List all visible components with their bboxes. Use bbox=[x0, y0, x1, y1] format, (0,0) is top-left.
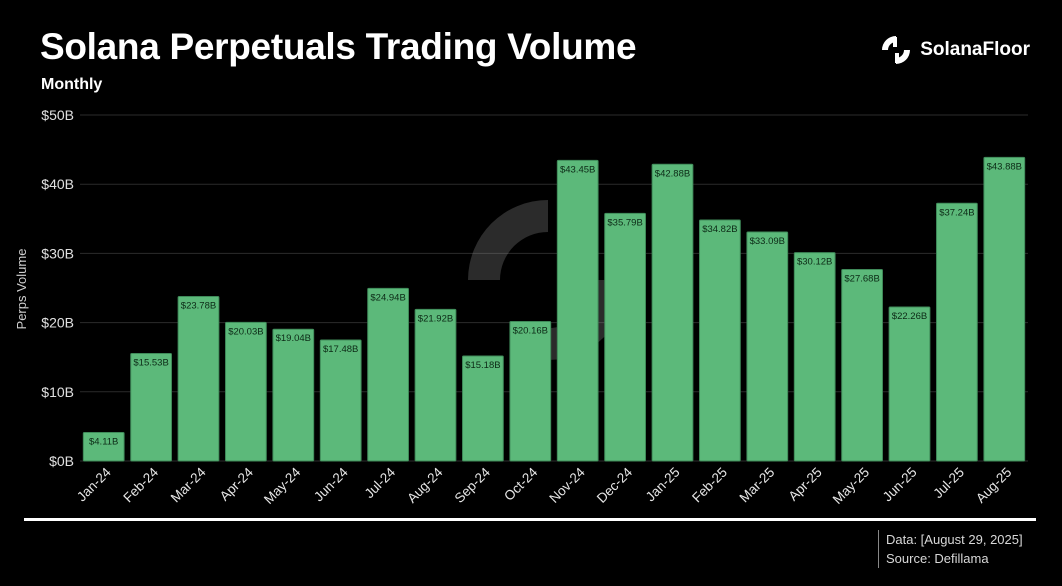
x-tick-label: Jun-25 bbox=[880, 465, 920, 505]
x-tick-label: Jun-24 bbox=[311, 464, 351, 504]
bar bbox=[699, 219, 741, 462]
y-tick-label: $30B bbox=[41, 245, 74, 261]
y-tick-label: $40B bbox=[41, 176, 74, 192]
bar bbox=[888, 306, 931, 462]
x-tick-label: Mar-25 bbox=[737, 465, 778, 506]
bar bbox=[793, 252, 836, 462]
x-tick-label: Jul-25 bbox=[930, 465, 967, 502]
data-source: Source: Defillama bbox=[886, 551, 989, 566]
bar bbox=[604, 212, 646, 462]
bar bbox=[651, 163, 694, 462]
data-label: $19.04B bbox=[276, 333, 311, 344]
data-label: $24.94B bbox=[370, 292, 405, 303]
x-tick-label: Aug-25 bbox=[973, 465, 1014, 506]
bar bbox=[414, 308, 457, 462]
bar bbox=[936, 202, 978, 462]
bar bbox=[983, 156, 1026, 462]
data-label: $37.24B bbox=[939, 207, 974, 218]
grid-lines bbox=[80, 114, 1028, 462]
x-tick-label: Dec-24 bbox=[594, 464, 636, 506]
data-label: $20.03B bbox=[228, 326, 263, 337]
brand: SolanaFloor bbox=[880, 34, 1030, 66]
bar bbox=[82, 432, 125, 462]
bar bbox=[130, 353, 172, 462]
data-label: $17.48B bbox=[323, 344, 358, 355]
x-tick-label: Apr-24 bbox=[217, 464, 257, 504]
y-tick-label: $10B bbox=[41, 384, 74, 400]
data-label: $34.82B bbox=[702, 224, 737, 235]
data-label: $27.68B bbox=[844, 273, 879, 284]
x-tick-label: Feb-24 bbox=[120, 464, 161, 505]
x-tick-label: May-25 bbox=[830, 465, 872, 507]
bar bbox=[509, 320, 552, 462]
x-tick-label: Nov-24 bbox=[546, 464, 588, 506]
bar bbox=[556, 159, 599, 462]
bar bbox=[841, 268, 883, 462]
y-tick-label: $20B bbox=[41, 315, 74, 331]
data-label: $15.18B bbox=[465, 360, 500, 371]
bars bbox=[82, 156, 1026, 462]
bar-chart: $0B $10B $20B $30B $40B $50B $4.11B $15.53B $23… bbox=[14, 107, 1028, 507]
footer-divider bbox=[24, 518, 1036, 521]
bar bbox=[746, 231, 789, 462]
y-tick-label: $0B bbox=[49, 453, 74, 469]
data-label: $22.26B bbox=[892, 311, 927, 322]
x-tick-label: Sep-24 bbox=[452, 464, 494, 506]
data-labels: $4.11B $15.53B $23.78B $20.03B $19.04B $17.48… bbox=[89, 161, 1022, 447]
data-label: $21.92B bbox=[418, 313, 453, 324]
brand-name: SolanaFloor bbox=[920, 39, 1030, 60]
data-label: $42.88B bbox=[655, 168, 690, 179]
bar bbox=[319, 339, 362, 462]
x-tick-label: May-24 bbox=[261, 464, 304, 507]
y-axis-ticks: $0B $10B $20B $30B $40B $50B bbox=[41, 107, 74, 469]
footer-note: Data: [August 29, 2025] Source: Defillam… bbox=[878, 530, 1023, 568]
data-label: $35.79B bbox=[607, 217, 642, 228]
y-axis-label: Perps Volume bbox=[14, 249, 29, 330]
x-tick-label: Oct-24 bbox=[501, 464, 541, 504]
x-tick-label: Jan-24 bbox=[74, 464, 114, 504]
bar bbox=[177, 295, 220, 462]
y-tick-label: $50B bbox=[41, 107, 74, 123]
data-label: $4.11B bbox=[89, 437, 118, 448]
data-label: $43.88B bbox=[987, 161, 1022, 172]
data-label: $30.12B bbox=[797, 257, 832, 268]
x-tick-label: Feb-25 bbox=[689, 465, 730, 506]
data-label: $43.45B bbox=[560, 164, 595, 175]
solanafloor-logo-icon bbox=[882, 36, 911, 64]
bar bbox=[225, 321, 267, 462]
x-tick-label: Mar-24 bbox=[168, 464, 209, 505]
chart-title: Solana Perpetuals Trading Volume bbox=[40, 26, 637, 67]
bar bbox=[272, 328, 315, 462]
data-label: $20.16B bbox=[513, 325, 548, 336]
x-tick-label: Aug-24 bbox=[404, 464, 446, 506]
x-tick-label: Apr-25 bbox=[786, 465, 825, 504]
x-tick-label: Jan-25 bbox=[643, 465, 683, 505]
data-label: $33.09B bbox=[750, 236, 785, 247]
bar bbox=[367, 287, 409, 462]
x-axis-ticks: Jan-24 Feb-24 Mar-24 Apr-24 May-24 Jun-24 Jul-… bbox=[74, 464, 1014, 507]
bar bbox=[462, 355, 504, 462]
data-label: $23.78B bbox=[181, 300, 216, 311]
x-tick-label: Jul-24 bbox=[362, 464, 399, 501]
data-label: $15.53B bbox=[133, 358, 168, 369]
chart-subtitle: Monthly bbox=[41, 76, 103, 93]
data-date: Data: [August 29, 2025] bbox=[886, 532, 1023, 547]
